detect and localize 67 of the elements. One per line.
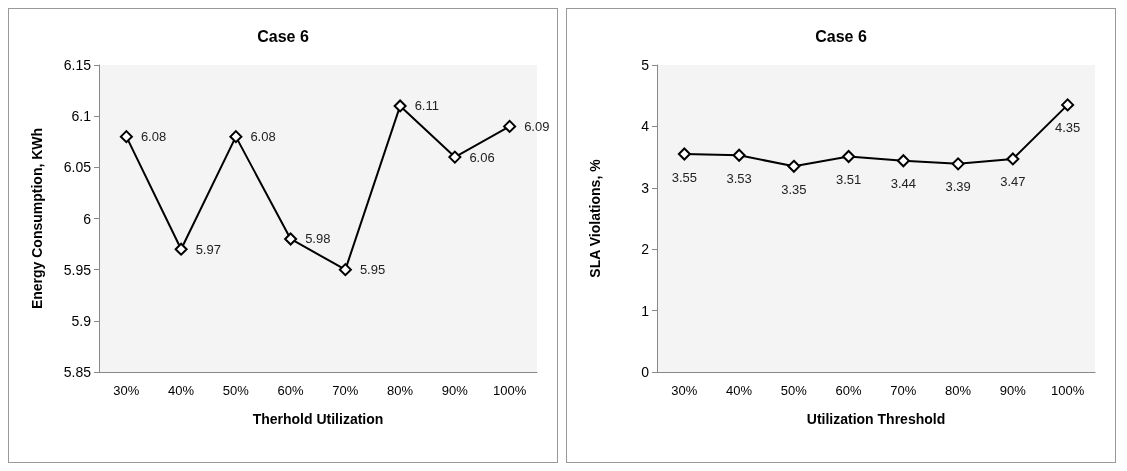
- point: [174, 242, 188, 256]
- y-tick-label: 6.15: [63, 57, 92, 73]
- x-axis-title: Utilization Threshold: [806, 411, 946, 427]
- data-label: 6.11: [414, 98, 439, 114]
- y-tick-label: 6.05: [63, 159, 92, 176]
- data-label: 3.39: [945, 179, 971, 195]
- y-tick-label: 5.95: [63, 261, 92, 278]
- point: [503, 119, 517, 133]
- point: [1006, 152, 1020, 166]
- y-axis-title: Energy Consumption, KWh: [29, 127, 45, 310]
- y-tick-label: 6: [83, 210, 92, 227]
- x-tick-label: 70%: [890, 383, 917, 398]
- data-label: 6.09: [524, 118, 550, 134]
- point: [842, 149, 856, 163]
- chart-title: Case 6: [257, 27, 309, 45]
- data-label: 5.95: [359, 262, 386, 278]
- data-label: 6.08: [250, 129, 276, 145]
- x-tick-label: 100%: [1051, 383, 1085, 398]
- y-axis-title: SLA Violations, %: [587, 158, 603, 278]
- data-label: 3.35: [781, 181, 807, 197]
- data-label: 3.51: [835, 171, 862, 187]
- data-label: 3.53: [726, 170, 752, 186]
- x-tick-label: 90%: [441, 383, 469, 398]
- data-label: 3.44: [890, 176, 917, 192]
- point: [732, 148, 746, 162]
- data-label: 3.47: [1000, 174, 1026, 190]
- x-tick-label: 40%: [168, 383, 195, 398]
- x-tick-label: 60%: [835, 383, 863, 398]
- data-label: 5.97: [195, 241, 221, 257]
- x-tick-label: 90%: [999, 383, 1027, 398]
- point: [896, 154, 910, 168]
- point: [677, 147, 691, 161]
- x-axis-title: Therhold Utilization: [252, 411, 384, 427]
- data-label: 6.08: [140, 129, 167, 145]
- y-tick-label: 0: [641, 364, 650, 380]
- data-label: 4.35: [1054, 120, 1081, 136]
- y-tick-label: 2: [641, 241, 650, 258]
- point: [338, 263, 352, 277]
- x-tick-label: 50%: [222, 383, 250, 398]
- x-tick-label: 80%: [387, 383, 414, 398]
- y-tick-label: 5.9: [71, 312, 92, 329]
- x-tick-label: 30%: [113, 383, 140, 398]
- x-tick-label: 70%: [332, 383, 359, 398]
- chart-title: Case 6: [815, 27, 867, 45]
- x-tick-label: 30%: [671, 383, 698, 398]
- y-tick-label: 3: [641, 179, 650, 196]
- y-tick-label: 5.85: [63, 364, 92, 380]
- x-tick-label: 60%: [277, 383, 305, 398]
- data-label: 5.98: [305, 231, 331, 247]
- y-tick-label: 6.1: [71, 108, 92, 125]
- x-tick-label: 40%: [726, 383, 753, 398]
- y-tick-label: 5: [641, 57, 650, 73]
- point: [393, 99, 407, 113]
- data-label: 6.06: [469, 149, 495, 165]
- point: [229, 130, 243, 144]
- point: [448, 150, 462, 164]
- point: [119, 130, 133, 144]
- x-tick-label: 80%: [945, 383, 972, 398]
- point: [284, 232, 298, 246]
- data-label: 3.55: [671, 169, 698, 185]
- y-tick-label: 4: [641, 118, 650, 135]
- y-tick-label: 1: [641, 302, 650, 319]
- point: [951, 157, 965, 171]
- point: [787, 159, 801, 173]
- x-tick-label: 50%: [780, 383, 808, 398]
- x-tick-label: 100%: [493, 383, 527, 398]
- point: [1061, 98, 1075, 112]
